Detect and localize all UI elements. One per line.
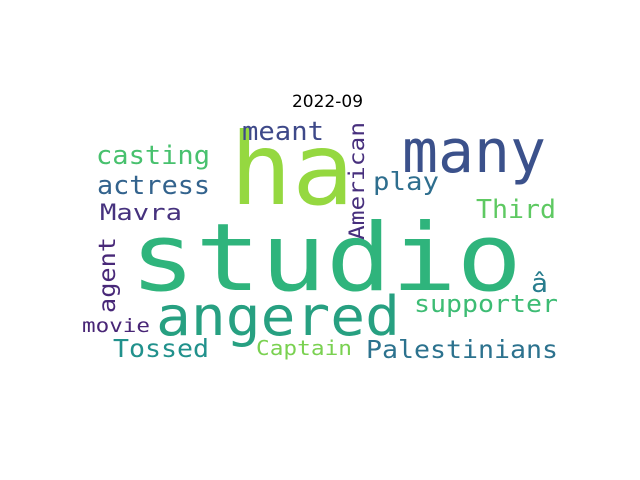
word-palestinians: Palestinians xyxy=(366,335,558,364)
word-tossed: Tossed xyxy=(113,334,209,363)
word-mavra: Mavra xyxy=(100,201,182,226)
word-captain: Captain xyxy=(256,336,352,360)
word-american: American xyxy=(345,122,369,240)
word-supporter: supporter xyxy=(414,290,558,318)
figure-title: 2022-09 xyxy=(291,92,364,112)
word-many: many xyxy=(402,117,546,187)
word-studio: studio xyxy=(130,204,522,313)
word-play: play xyxy=(373,167,439,196)
word-angered: angered xyxy=(156,285,400,348)
word-agent: agent xyxy=(95,237,121,313)
word-meant: meant xyxy=(242,117,324,147)
word-actress: actress xyxy=(97,171,210,201)
word-movie: movie xyxy=(82,315,150,337)
word-a-circumflex: â xyxy=(531,269,548,299)
word-ha: ha xyxy=(230,111,354,228)
word-casting: casting xyxy=(96,141,210,171)
word-third: Third xyxy=(476,195,556,225)
